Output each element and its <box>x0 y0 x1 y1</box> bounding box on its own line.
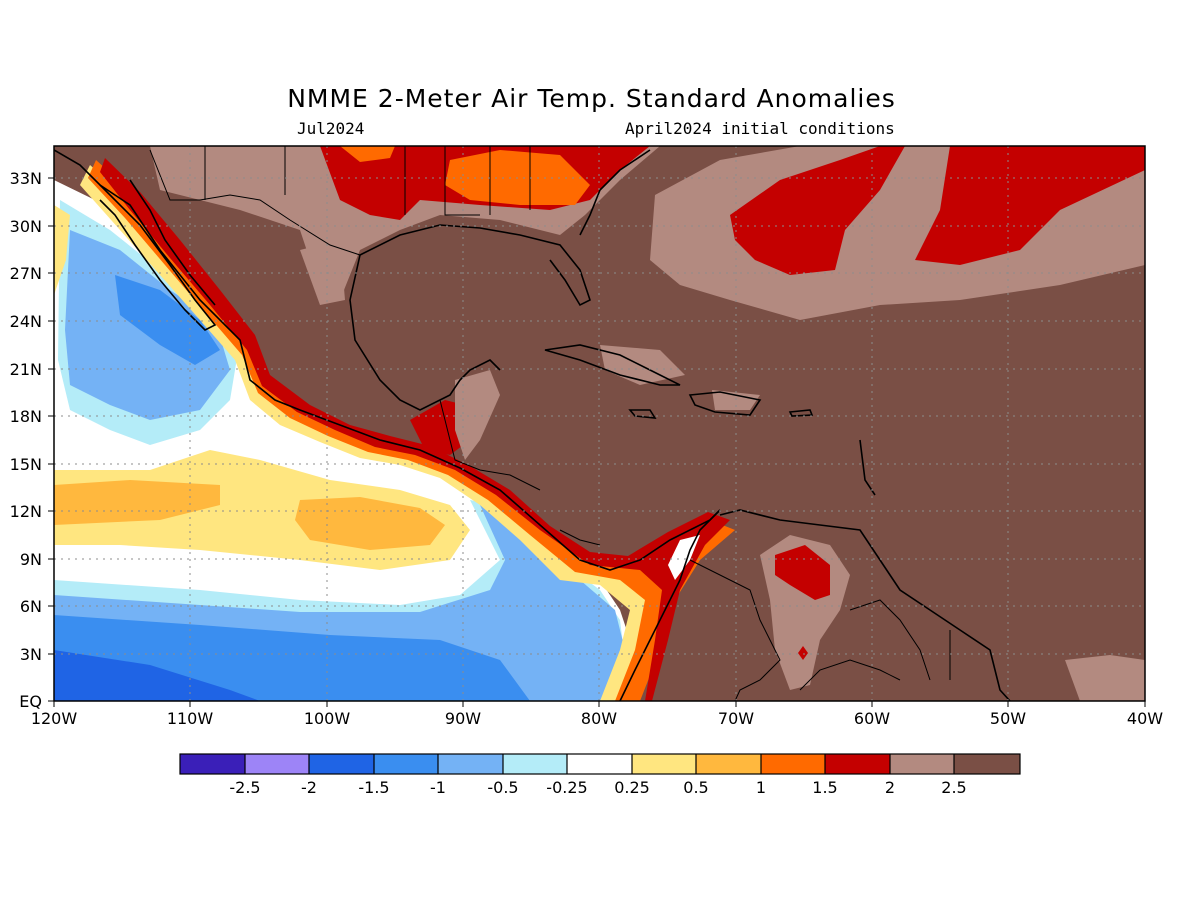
lat-label: 9N <box>20 550 42 569</box>
colorbar-label: 1.5 <box>812 778 837 797</box>
colorbar-swatch <box>438 754 503 774</box>
pacific-yellow-edge <box>54 205 70 295</box>
colorbar-label: -1 <box>430 778 446 797</box>
atlantic-red-region-2 <box>915 146 1145 265</box>
pacific-orange-band <box>54 480 220 525</box>
lon-label: 90W <box>445 709 481 728</box>
pacific-orange-blob <box>295 497 445 550</box>
lat-label: EQ <box>19 692 42 711</box>
valid-month-label: Jul2024 <box>297 119 365 138</box>
colorbar-swatch <box>503 754 567 774</box>
mexico-pink-region-2 <box>300 240 345 305</box>
lat-label: 18N <box>10 407 42 426</box>
lat-label: 12N <box>10 502 42 521</box>
colorbar-label: 2 <box>885 778 895 797</box>
colorbar-swatch <box>696 754 761 774</box>
country-borders <box>149 146 951 701</box>
colorbar-label: 2.5 <box>941 778 966 797</box>
lat-label: 27N <box>10 264 42 283</box>
lon-label: 110W <box>167 709 214 728</box>
lon-label: 80W <box>581 709 617 728</box>
lon-label: 50W <box>990 709 1026 728</box>
colorbar-swatch <box>632 754 696 774</box>
lon-label: 120W <box>31 709 78 728</box>
colorbar-swatch <box>954 754 1020 774</box>
colorbar-label: 1 <box>756 778 766 797</box>
colorbar-label: -0.25 <box>546 778 587 797</box>
coast-fringe-orange <box>88 160 735 701</box>
colorbar-label: 0.25 <box>614 778 650 797</box>
colorbar-label: 0.5 <box>683 778 708 797</box>
lat-label: 15N <box>10 455 42 474</box>
colorbar: -2.5 -2 -1.5 -1 -0.5 -0.25 0.25 0.5 1 1.… <box>179 753 1021 797</box>
latitude-labels: EQ 3N 6N 9N 12N 15N 18N 21N 24N 27N 30N … <box>10 169 42 711</box>
colorbar-label: -2 <box>301 778 317 797</box>
lat-label: 3N <box>20 645 42 664</box>
colorbar-label: -1.5 <box>358 778 389 797</box>
usa-orange-region <box>340 146 395 162</box>
colorbar-label: -2.5 <box>229 778 260 797</box>
colorbar-swatch <box>890 754 954 774</box>
map-plot-area <box>54 146 1145 701</box>
lon-label: 70W <box>718 709 754 728</box>
atlantic-red-region-1 <box>730 146 905 275</box>
lon-label: 60W <box>854 709 890 728</box>
lat-label: 24N <box>10 312 42 331</box>
coast-fringe-yellow <box>80 165 720 701</box>
gridlines <box>54 146 1145 701</box>
longitude-labels: 120W 110W 100W 90W 80W 70W 60W 50W 40W <box>31 709 1163 728</box>
initial-conditions-label: April2024 initial conditions <box>625 119 895 138</box>
baja-blue-region <box>115 275 220 365</box>
lat-label: 30N <box>10 217 42 236</box>
colorbar-swatch <box>825 754 890 774</box>
lon-label: 100W <box>304 709 351 728</box>
colorbar-swatch <box>567 754 632 774</box>
axis-ticks <box>48 177 1146 707</box>
colorbar-swatch <box>180 754 245 774</box>
lat-label: 33N <box>10 169 42 188</box>
colorbar-label: -0.5 <box>487 778 518 797</box>
coastlines <box>54 149 1011 701</box>
colorbar-swatch <box>309 754 374 774</box>
colorbar-swatch <box>245 754 309 774</box>
colorbar-swatch <box>374 754 438 774</box>
lat-label: 6N <box>20 597 42 616</box>
atlantic-pink-region-se <box>1065 655 1145 701</box>
pacific-darkblue-region <box>54 650 260 701</box>
colorbar-swatch <box>761 754 825 774</box>
map-title: NMME 2-Meter Air Temp. Standard Anomalie… <box>287 84 896 113</box>
lat-label: 21N <box>10 360 42 379</box>
venezuela-red-dot <box>798 646 808 660</box>
lon-label: 40W <box>1127 709 1163 728</box>
venezuela-red-region <box>775 545 830 600</box>
mexico-pink-region <box>165 146 230 190</box>
yucatan-pink-region <box>455 370 500 460</box>
